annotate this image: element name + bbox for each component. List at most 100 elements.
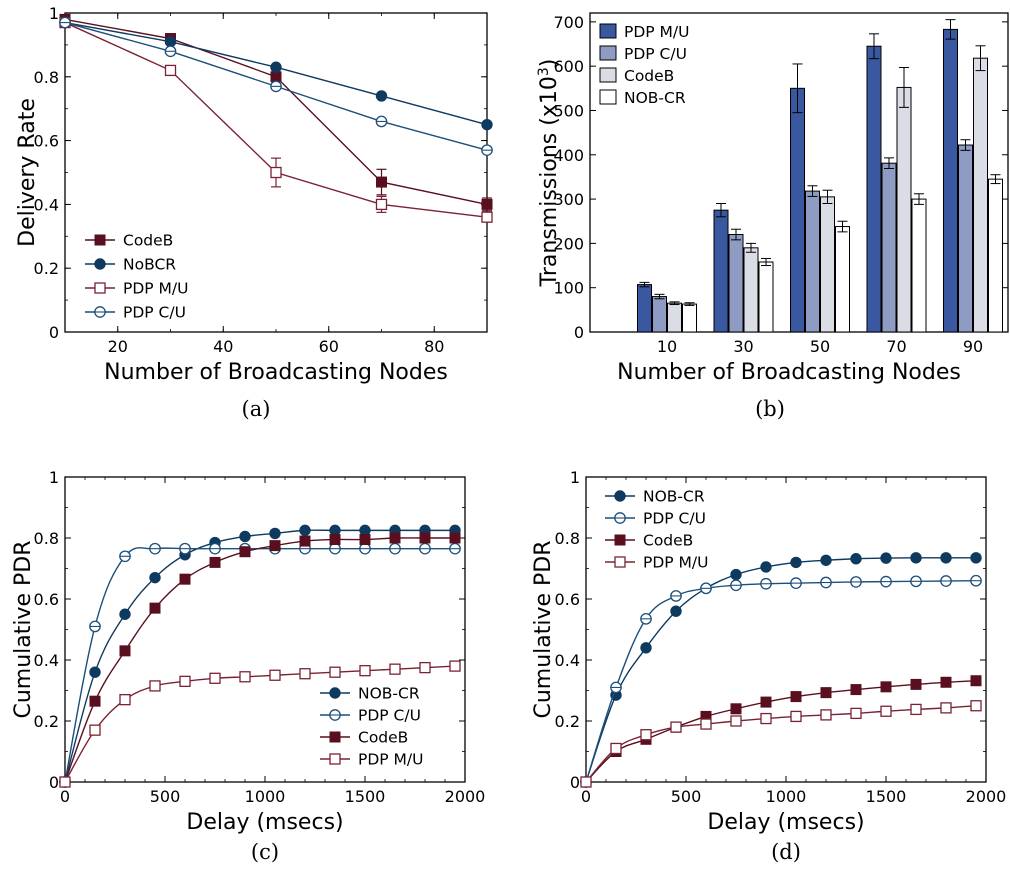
- bar: [805, 190, 820, 333]
- series-pdp-m-u: [580, 700, 982, 788]
- x-tick-label: 1500: [345, 787, 386, 806]
- y-tick-label: 300: [553, 190, 584, 209]
- data-point: [329, 666, 341, 678]
- x-tick-label: 50: [810, 337, 830, 356]
- data-point: [820, 687, 832, 699]
- data-point: [940, 702, 952, 714]
- data-point: [640, 642, 652, 654]
- x-tick-label: 2000: [445, 787, 486, 806]
- bar: [988, 178, 1003, 333]
- data-point: [270, 166, 282, 179]
- series-pdp-m-u: [59, 16, 493, 223]
- data-point: [481, 198, 493, 210]
- data-point: [179, 675, 191, 687]
- x-tick-label: 70: [886, 337, 906, 356]
- data-point: [760, 561, 772, 573]
- x-tick-label: 0: [581, 787, 591, 806]
- y-tick-label: 0: [49, 773, 59, 792]
- y-axis-label: Cumulative PDR: [531, 540, 556, 718]
- bar: [682, 303, 697, 333]
- y-tick-label: 0.8: [34, 68, 59, 87]
- y-tick-label: 0.6: [555, 590, 580, 609]
- x-tick-label: 500: [671, 787, 702, 806]
- y-tick-label: 0.8: [555, 529, 580, 548]
- x-tick-label: 30: [733, 337, 753, 356]
- chart-panel-d: 0 0.2 0.4 0.6 0.8 1 0 500 1000 1500 2000 Delay (mse…: [531, 468, 1006, 864]
- legend-label: PDP M/U: [643, 554, 709, 572]
- chart-panel-b: 0 100 200 300 400 500 600 700 10 30 50 70 90 PDP M/U P…: [536, 12, 1009, 421]
- bar: [652, 296, 667, 333]
- panel-caption: (a): [242, 397, 271, 421]
- data-point: [730, 703, 742, 715]
- data-point: [376, 176, 387, 188]
- data-point: [299, 668, 311, 680]
- data-point: [269, 527, 281, 540]
- legend-marker: [94, 234, 106, 246]
- series-line: [64, 21, 488, 218]
- y-axis-label: Delivery Rate: [15, 98, 40, 247]
- y-tick-label: 0.4: [34, 651, 59, 670]
- x-tick-label: 500: [150, 787, 181, 806]
- x-tick-label: 0: [60, 787, 70, 806]
- y-tick-label: 0.4: [555, 651, 580, 670]
- data-point: [270, 71, 282, 83]
- legend-label: PDP M/U: [123, 280, 189, 298]
- x-tick-label: 80: [424, 337, 444, 356]
- data-point: [700, 718, 712, 730]
- data-point: [481, 211, 493, 223]
- x-tick-label: 20: [108, 337, 128, 356]
- series-pdp-c-u: [580, 574, 982, 788]
- data-point: [89, 695, 101, 707]
- data-point: [179, 573, 191, 585]
- legend-marker: [614, 490, 626, 502]
- data-point: [89, 724, 101, 736]
- bar: [790, 87, 805, 333]
- data-point: [239, 671, 251, 683]
- bar: [667, 302, 682, 333]
- data-point: [850, 684, 862, 696]
- data-point: [730, 568, 742, 581]
- data-point: [880, 552, 892, 564]
- data-point: [970, 552, 982, 564]
- data-point: [239, 546, 251, 558]
- legend-label: NOB-CR: [643, 488, 705, 506]
- data-point: [940, 552, 952, 564]
- bar: [835, 226, 850, 333]
- data-point: [299, 524, 311, 537]
- bar: [728, 234, 744, 333]
- y-tick-label: 0.2: [34, 259, 59, 278]
- chart-panel-c: 0 0.2 0.4 0.6 0.8 1 0 500 1000 1500 2000 Delay (mse…: [11, 468, 485, 864]
- data-point: [119, 645, 131, 657]
- x-axis-label: Delay (msecs): [707, 810, 864, 835]
- x-axis-label: Delay (msecs): [186, 810, 343, 835]
- data-point: [209, 556, 221, 568]
- legend-label: CodeB: [358, 729, 408, 747]
- legend-label: PDP C/U: [643, 510, 706, 528]
- y-tick-label: 200: [553, 234, 584, 253]
- data-point: [329, 524, 341, 537]
- y-tick-label: 0.6: [34, 132, 59, 151]
- y-axis-label-main: Transmissions (x10: [537, 76, 562, 287]
- bar: [713, 209, 729, 333]
- y-tick-label: 0: [49, 323, 59, 342]
- data-point: [670, 605, 682, 617]
- data-point: [119, 694, 131, 706]
- data-point: [790, 556, 802, 569]
- y-axis-label-end: ): [537, 59, 562, 68]
- legend-label: NoBCR: [123, 256, 176, 274]
- data-point: [299, 535, 311, 547]
- bar: [896, 86, 912, 333]
- data-point: [790, 710, 802, 723]
- series-pdp-m-u: [59, 660, 461, 788]
- data-point: [269, 669, 281, 681]
- data-point: [359, 534, 371, 546]
- data-point: [59, 776, 71, 788]
- data-point: [910, 703, 922, 716]
- data-point: [375, 198, 388, 211]
- legend-marker: [329, 687, 341, 699]
- bar: [820, 196, 835, 333]
- data-point: [209, 672, 221, 684]
- bar: [758, 261, 774, 333]
- data-point: [640, 729, 652, 741]
- y-axis-label: Transmissions (x103): [536, 59, 562, 288]
